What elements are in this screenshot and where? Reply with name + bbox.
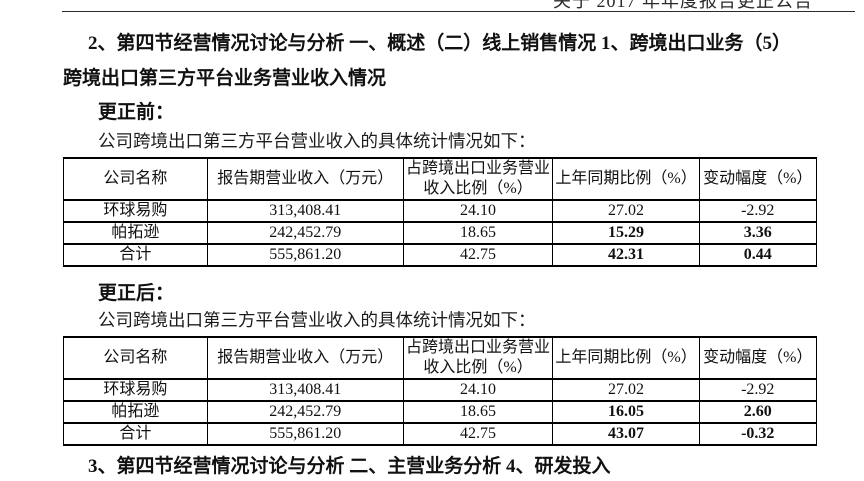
table-header-row: 公司名称 报告期营业收入（万元） 占跨境出口业务营业收入比例（%） 上年同期比例… (63, 336, 817, 380)
table-row: 帕拓逊 242,452.79 18.65 15.29 3.36 (63, 221, 817, 245)
cell-share: 24.10 (402, 378, 554, 402)
cell-company: 帕拓逊 (63, 400, 208, 424)
section-2-heading-line1: 2、第四节经营情况讨论与分析 一、概述（二）线上销售情况 1、跨境出口业务（5） (88, 33, 792, 54)
col-header-company-name: 公司名称 (63, 157, 208, 201)
before-correction-label: 更正前： (98, 102, 175, 123)
col-header-reporting-revenue: 报告期营业收入（万元） (206, 336, 404, 380)
cell-company: 帕拓逊 (63, 221, 208, 245)
col-header-company-name: 公司名称 (63, 336, 208, 380)
cell-revenue: 555,861.20 (206, 243, 404, 267)
cell-prior-ratio: 27.02 (552, 199, 700, 223)
col-header-share-of-export-revenue: 占跨境出口业务营业收入比例（%） (402, 157, 554, 201)
table-row-total: 合计 555,861.20 42.75 42.31 0.44 (63, 243, 817, 267)
page-header-rule (62, 11, 855, 12)
table-row: 帕拓逊 242,452.79 18.65 16.05 2.60 (63, 400, 817, 424)
cell-prior-ratio: 43.07 (552, 422, 700, 446)
table-row-total: 合计 555,861.20 42.75 43.07 -0.32 (63, 422, 817, 446)
cell-change: -2.92 (698, 199, 817, 223)
col-header-change-range: 变动幅度（%） (698, 336, 817, 380)
table-row: 环球易购 313,408.41 24.10 27.02 -2.92 (63, 199, 817, 223)
cell-share: 24.10 (402, 199, 554, 223)
cell-change: -0.32 (698, 422, 817, 446)
after-correction-label: 更正后： (98, 283, 175, 304)
col-header-reporting-revenue: 报告期营业收入（万元） (206, 157, 404, 201)
after-correction-intro: 公司跨境出口第三方平台营业收入的具体统计情况如下： (98, 310, 536, 330)
before-correction-intro: 公司跨境出口第三方平台营业收入的具体统计情况如下： (98, 131, 536, 151)
section-3-heading: 3、第四节经营情况讨论与分析 二、主营业务分析 4、研发投入 (88, 456, 611, 477)
col-header-change-range: 变动幅度（%） (698, 157, 817, 201)
cell-company: 环球易购 (63, 378, 208, 402)
cell-prior-ratio: 15.29 (552, 221, 700, 245)
cell-change: 2.60 (698, 400, 817, 424)
cell-prior-ratio: 42.31 (552, 243, 700, 267)
section-2-heading-line2: 跨境出口第三方平台业务营业收入情况 (63, 68, 387, 89)
cell-share: 18.65 (402, 400, 554, 424)
revenue-table-before-correction: 公司名称 报告期营业收入（万元） 占跨境出口业务营业收入比例（%） 上年同期比例… (63, 157, 817, 267)
cell-revenue: 313,408.41 (206, 378, 404, 402)
cell-share: 42.75 (402, 422, 554, 446)
table-row: 环球易购 313,408.41 24.10 27.02 -2.92 (63, 378, 817, 402)
cell-revenue: 242,452.79 (206, 400, 404, 424)
col-header-prior-year-ratio: 上年同期比例（%） (552, 336, 700, 380)
cell-revenue: 242,452.79 (206, 221, 404, 245)
cell-revenue: 555,861.20 (206, 422, 404, 446)
table-header-row: 公司名称 报告期营业收入（万元） 占跨境出口业务营业收入比例（%） 上年同期比例… (63, 157, 817, 201)
cell-prior-ratio: 16.05 (552, 400, 700, 424)
cell-change: 3.36 (698, 221, 817, 245)
cell-company: 合计 (63, 243, 208, 267)
cell-revenue: 313,408.41 (206, 199, 404, 223)
page-header-partial-title: 关于 2017 年年度报告更正公告 (553, 0, 813, 11)
section-2-heading: 2、第四节经营情况讨论与分析 一、概述（二）线上销售情况 1、跨境出口业务（5）… (63, 26, 859, 96)
cell-share: 18.65 (402, 221, 554, 245)
cell-company: 环球易购 (63, 199, 208, 223)
cell-change: 0.44 (698, 243, 817, 267)
cell-company: 合计 (63, 422, 208, 446)
cell-change: -2.92 (698, 378, 817, 402)
col-header-share-of-export-revenue: 占跨境出口业务营业收入比例（%） (402, 336, 554, 380)
cell-share: 42.75 (402, 243, 554, 267)
col-header-prior-year-ratio: 上年同期比例（%） (552, 157, 700, 201)
cell-prior-ratio: 27.02 (552, 378, 700, 402)
revenue-table-after-correction: 公司名称 报告期营业收入（万元） 占跨境出口业务营业收入比例（%） 上年同期比例… (63, 336, 817, 446)
